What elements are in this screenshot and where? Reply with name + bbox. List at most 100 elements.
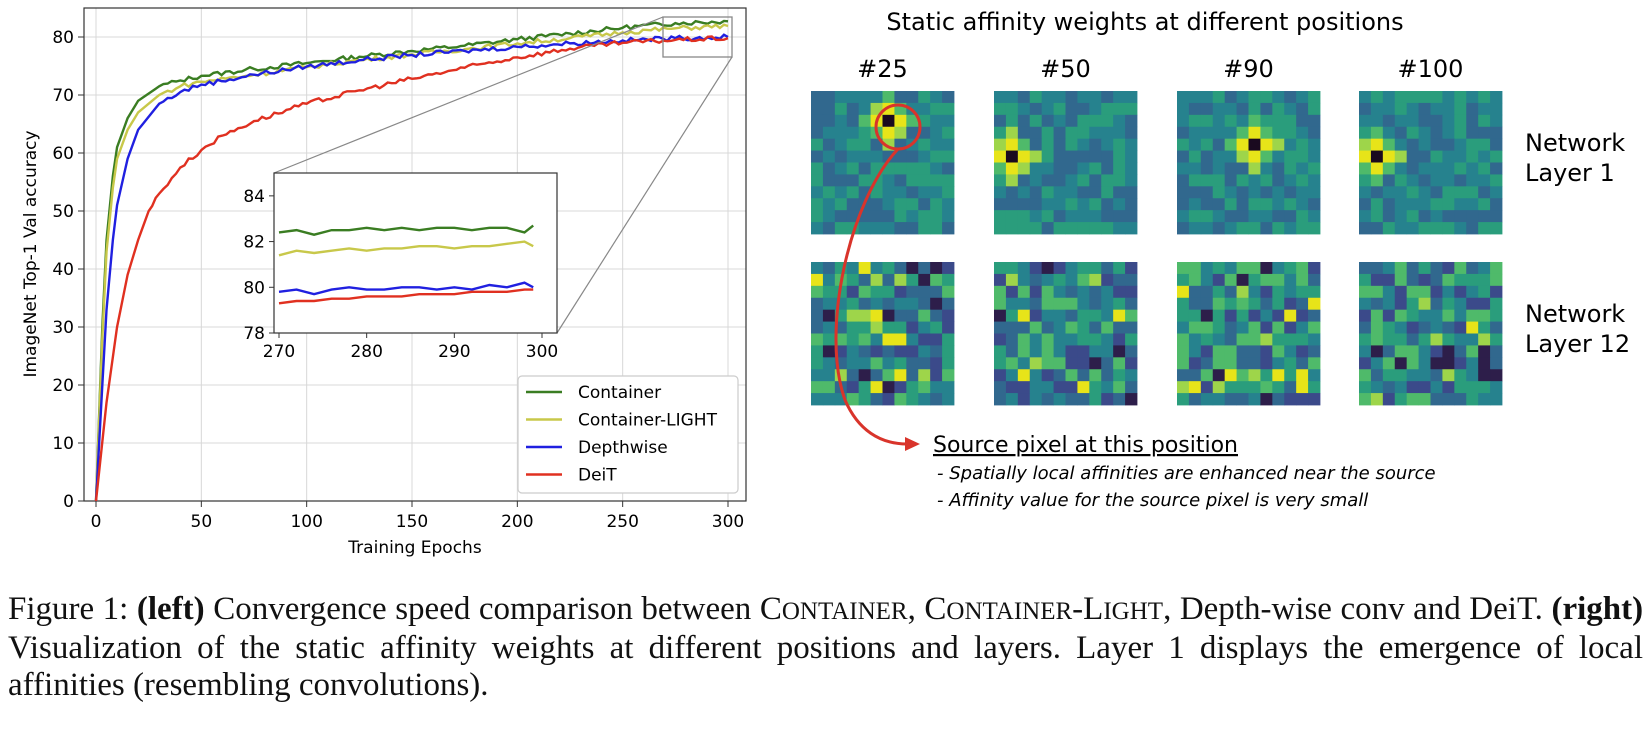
heatmap-cell: [1248, 369, 1261, 382]
heatmap-cell: [1029, 357, 1043, 370]
heatmap-cell: [1101, 369, 1114, 382]
heatmap-cell: [1101, 91, 1114, 104]
heatmap-cell: [858, 393, 871, 406]
heatmap-cell: [1177, 285, 1190, 299]
heatmap-cell: [994, 198, 1007, 211]
heatmap-cell: [882, 174, 895, 187]
heatmap-cell: [1370, 114, 1384, 128]
heatmap-cell: [834, 102, 848, 116]
heatmap-cell: [846, 309, 860, 322]
heatmap-cell: [1308, 285, 1321, 299]
heatmap-cell: [942, 138, 955, 151]
heatmap-cell: [1212, 162, 1226, 175]
heatmap-cell: [1089, 381, 1102, 394]
heatmap-cell: [1236, 138, 1249, 151]
heatmap-cell: [1454, 381, 1467, 394]
heatmap-cell: [858, 285, 871, 299]
heatmap-cell: [894, 162, 907, 175]
heatmap-cell: [1224, 150, 1237, 163]
heatmap-cell: [1466, 262, 1479, 275]
heatmap-cell: [1284, 162, 1297, 175]
heatmap-cell: [1188, 186, 1202, 199]
heatmap-cell: [1272, 285, 1285, 299]
heatmap-cell: [1370, 285, 1384, 299]
heatmap-cell: [1442, 333, 1455, 346]
heatmap-cell: [1005, 333, 1019, 346]
heatmap-cell: [811, 285, 824, 299]
heatmap-cell: [1382, 369, 1396, 382]
heatmap-cell: [1029, 393, 1043, 406]
heatmap-cell: [1200, 222, 1214, 235]
heatmap-cell: [1041, 297, 1054, 311]
heatmap-cell: [906, 114, 919, 128]
heatmap-cell: [1177, 381, 1190, 394]
heatmap-cell: [930, 333, 943, 346]
heatmap-cell: [822, 309, 836, 322]
heatmap-cell: [1053, 174, 1066, 187]
heatmap-cell: [1236, 102, 1249, 116]
heatmap-cell: [1466, 357, 1479, 370]
heatmap-cell: [1394, 345, 1408, 358]
heatmap-cell: [858, 162, 871, 175]
heatmap-cell: [858, 369, 871, 382]
heatmap-cell: [1113, 138, 1126, 151]
heatmap-cell: [822, 162, 836, 175]
heatmap-r2-c3: [1177, 262, 1321, 406]
heatmap-cell: [1370, 381, 1384, 394]
heatmap-cell: [1490, 393, 1503, 406]
heatmap-cell: [1454, 91, 1467, 104]
zoom-connector-top: [273, 16, 664, 174]
heatmap-cell: [1308, 273, 1321, 287]
heatmap-cell: [1466, 174, 1479, 187]
heatmap-cell: [1296, 150, 1309, 163]
heatmap-cell: [1272, 222, 1285, 235]
heatmap-cell: [1017, 309, 1031, 322]
heatmap-cell: [1101, 102, 1114, 116]
heatmap-cell: [882, 273, 895, 287]
heatmap-cell: [1177, 262, 1190, 275]
heatmap-cell: [1272, 345, 1285, 358]
heatmap-cell: [1272, 357, 1285, 370]
heatmap-cell: [1224, 198, 1237, 211]
legend-label: Container-LIGHT: [578, 411, 718, 431]
heatmap-cell: [1188, 309, 1202, 322]
heatmap-cell: [1248, 162, 1261, 175]
heatmap-cell: [994, 162, 1007, 175]
heatmap-cell: [1224, 138, 1237, 151]
heatmap-cell: [1406, 333, 1419, 346]
heatmap-cell: [1029, 262, 1043, 275]
heatmap-cell: [1089, 297, 1102, 311]
heatmap-cell: [1177, 273, 1190, 287]
heatmap-cell: [1212, 273, 1226, 287]
heatmap-cell: [1442, 393, 1455, 406]
heatmap-cell: [1041, 273, 1054, 287]
heatmap-cell: [994, 285, 1007, 299]
heatmap-cell: [858, 222, 871, 235]
heatmap-cell: [870, 297, 883, 311]
heatmap-cell: [1089, 150, 1102, 163]
heatmap-cell: [1284, 297, 1297, 311]
heatmap-cell: [846, 333, 860, 346]
heatmap-cell: [1065, 285, 1078, 299]
heatmap-cell: [1418, 297, 1431, 311]
heatmap-cell: [894, 198, 907, 211]
heatmap-r1-c4: [1359, 91, 1503, 235]
heatmap-cell: [894, 333, 907, 346]
heatmap-cell: [846, 297, 860, 311]
y-tick-label: 80: [52, 28, 74, 48]
heatmap-cell: [1053, 138, 1066, 151]
heatmap-cell: [822, 210, 836, 223]
heatmap-cell: [1454, 198, 1467, 211]
inset-y-tick-label: 84: [243, 187, 265, 207]
heatmap-cell: [1442, 273, 1455, 287]
heatmap-cell: [822, 114, 836, 128]
heatmap-cell: [1224, 333, 1237, 346]
heatmap-cell: [1359, 369, 1372, 382]
heatmap-cell: [1041, 91, 1054, 104]
heatmap-cell: [1272, 102, 1285, 116]
heatmap-cell: [870, 210, 883, 223]
caption-container-light: CONTAINER-LIGHT: [924, 591, 1163, 627]
heatmap-cell: [846, 126, 860, 140]
heatmap-cell: [1454, 150, 1467, 163]
x-tick-label: 0: [91, 512, 102, 532]
